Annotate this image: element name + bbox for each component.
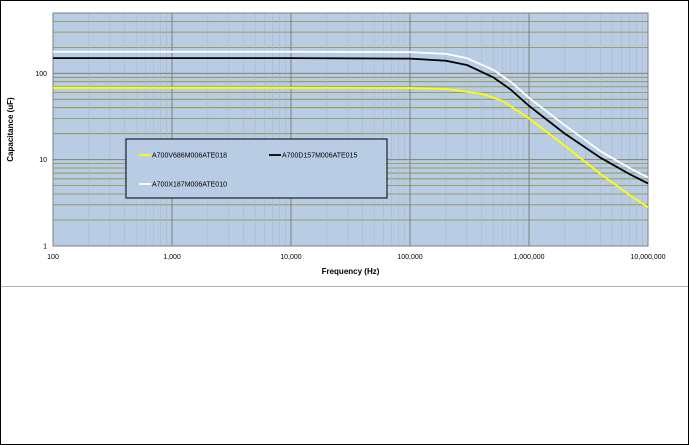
y-tick-label: 100 (35, 71, 47, 78)
x-tick-label: 10,000,000 (630, 254, 665, 261)
x-tick-label: 10,000 (280, 254, 302, 261)
y-axis-title: Capacitance (uF) (6, 97, 15, 162)
x-tick-label: 100 (47, 254, 59, 261)
legend-label-1: A700V686M006ATE018 (152, 153, 227, 160)
legend-box (126, 139, 387, 198)
legend-label-3: A700X187M006ATE010 (152, 182, 227, 189)
y-tick-label: 10 (39, 157, 47, 164)
chart-area: 100 1,000 10,000 100,000 1,000,000 10,000,000… (1, 1, 688, 286)
x-axis-title: Frequency (Hz) (322, 267, 380, 276)
x-tick-label: 1,000 (163, 254, 181, 261)
x-tick-label: 1,000,000 (513, 254, 544, 261)
x-tick-label: 100,000 (397, 254, 422, 261)
y-tick-label: 1 (43, 244, 47, 251)
capacitance-frequency-chart: 100 1,000 10,000 100,000 1,000,000 10,000,000… (1, 1, 688, 286)
legend-label-2: A700D157M006ATE015 (282, 153, 357, 160)
blank-area (1, 287, 688, 444)
legend: A700V686M006ATE018 A700D157M006ATE015 A700… (126, 139, 387, 198)
